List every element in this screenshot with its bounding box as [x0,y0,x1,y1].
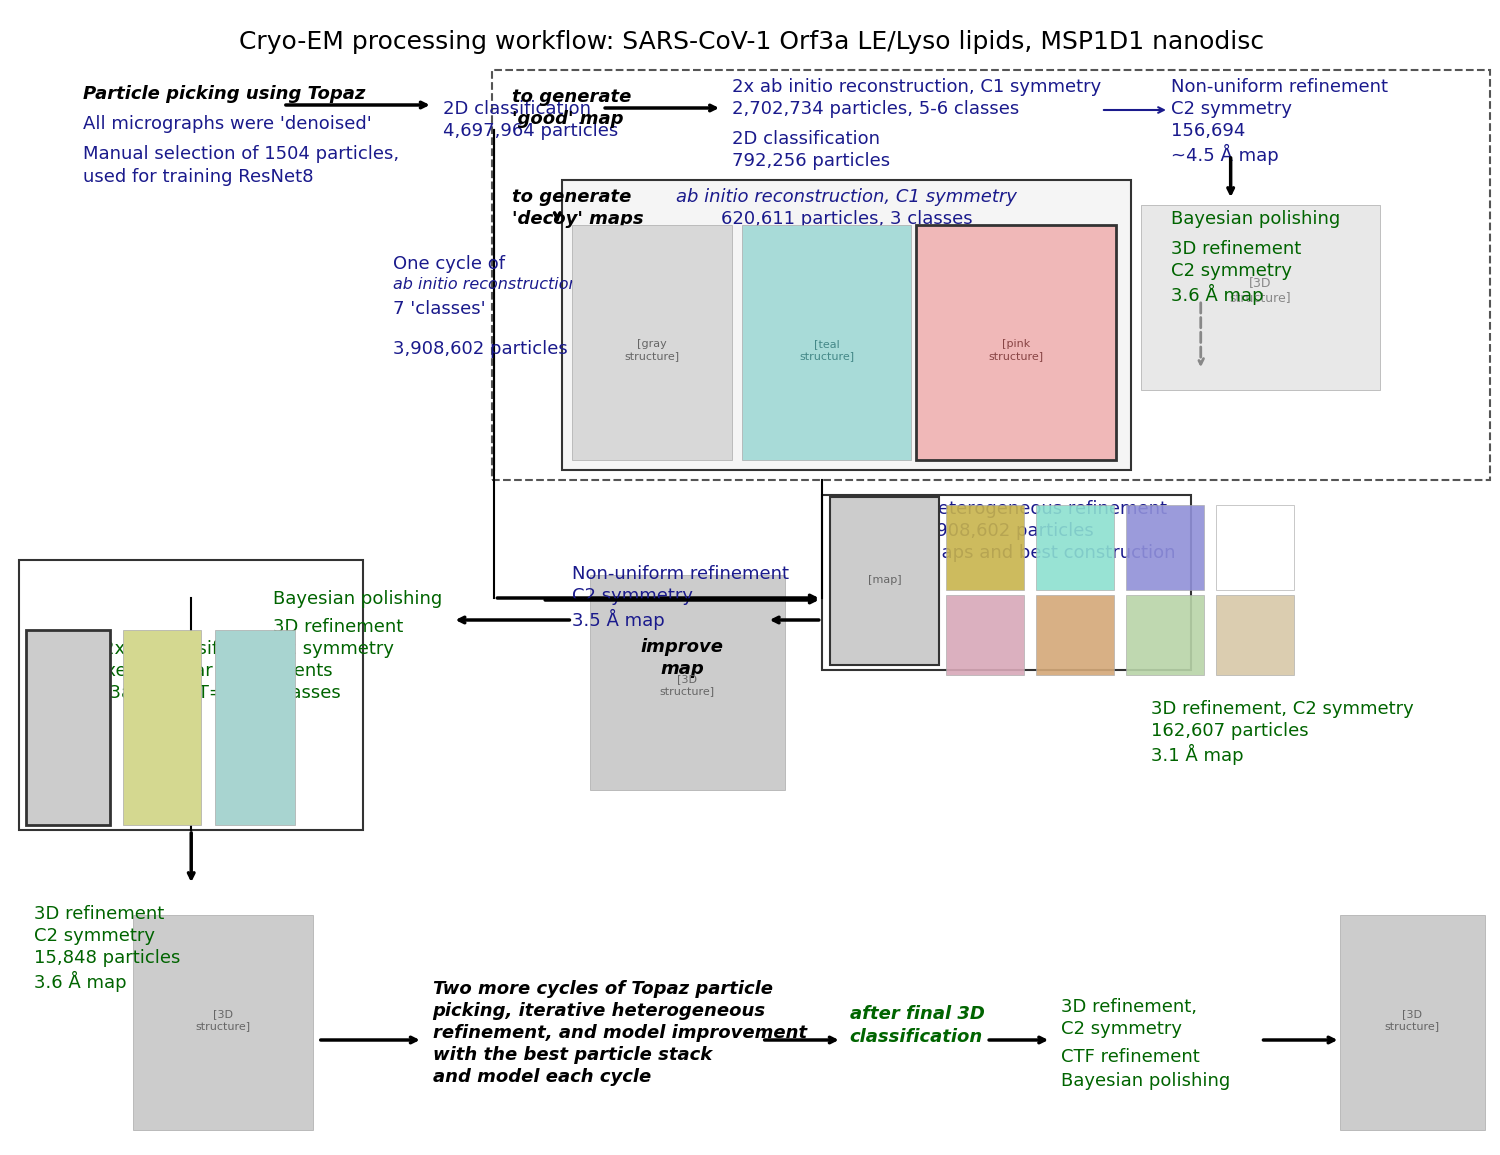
Text: [map]: [map] [867,575,901,584]
Bar [134,915,314,1130]
Text: 162,607 particles: 162,607 particles [1150,722,1308,740]
Text: [3D
structure]: [3D structure] [195,1009,250,1030]
Text: map: map [660,660,704,678]
Text: [3D
structure]: [3D structure] [1384,1009,1440,1030]
Bar [18,560,363,830]
Text: 156,694: 156,694 [1172,122,1245,140]
Text: refinement, and model improvement: refinement, and model improvement [432,1024,807,1042]
Text: C2 symmetry: C2 symmetry [1060,1020,1182,1038]
Text: C2 symmetry: C2 symmetry [33,927,154,945]
Bar [822,495,1191,670]
Text: 3D refinement: 3D refinement [273,618,404,636]
Text: [teal
structure]: [teal structure] [800,340,853,360]
Text: Bayesian polishing: Bayesian polishing [1060,1072,1230,1090]
Bar [562,180,1131,470]
Text: 15,848 particles: 15,848 particles [33,949,180,967]
Text: Non-uniform refinement: Non-uniform refinement [1172,79,1388,96]
Bar [830,497,939,665]
Text: and Orf3a mask, T=40, 3 classes: and Orf3a mask, T=40, 3 classes [42,684,340,702]
Text: to generate: to generate [513,188,632,206]
Text: 2x 3D classification: 2x 3D classification [104,640,279,658]
Text: CTF refinement: CTF refinement [1060,1048,1200,1066]
Text: Iterative heterogeneous refinement: Iterative heterogeneous refinement [844,500,1167,517]
Text: C2 symmetry: C2 symmetry [1172,262,1292,280]
Bar [1036,505,1114,590]
Text: 4,697,964 particles: 4,697,964 particles [442,122,618,140]
Bar [590,575,784,790]
Text: 7 'decoy' maps and best construction: 7 'decoy' maps and best construction [837,544,1176,562]
Text: Cryo-EM processing workflow: SARS-CoV-1 Orf3a LE/Lyso lipids, MSP1D1 nanodisc: Cryo-EM processing workflow: SARS-CoV-1 … [240,30,1264,54]
Text: Particle picking using Topaz: Particle picking using Topaz [84,85,366,103]
Text: 3,908,602 particles: 3,908,602 particles [393,340,567,358]
Text: [gray
structure]: [gray structure] [624,340,680,360]
Text: 'good' map: 'good' map [513,110,624,128]
Text: 3D refinement: 3D refinement [33,906,164,923]
Text: [3D
structure]: [3D structure] [660,675,714,695]
Text: to generate: to generate [513,88,632,106]
Text: [pink
structure]: [pink structure] [988,340,1044,360]
Bar [916,225,1116,460]
Text: classification: classification [849,1028,982,1046]
Text: 3D refinement,: 3D refinement, [1060,998,1197,1016]
Text: 792,256 particles: 792,256 particles [732,152,890,170]
Text: 2,702,734 particles, 5-6 classes: 2,702,734 particles, 5-6 classes [732,100,1019,118]
Text: Manual selection of 1504 particles,: Manual selection of 1504 particles, [84,146,399,163]
Text: 3.6 Å map: 3.6 Å map [33,971,126,992]
Text: and model each cycle: and model each cycle [432,1068,651,1086]
Text: 7 'classes': 7 'classes' [393,300,486,318]
Bar [1341,915,1485,1130]
Text: Bayesian polishing: Bayesian polishing [273,590,442,608]
Text: with the best particle stack: with the best particle stack [432,1046,712,1064]
Text: 'decoy' maps: 'decoy' maps [513,210,644,228]
Bar [1126,595,1203,675]
Text: Two more cycles of Topaz particle: Two more cycles of Topaz particle [432,979,772,998]
Text: One cycle of: One cycle of [393,255,504,273]
Text: C2 symmetry: C2 symmetry [273,640,394,658]
Text: ~4.5 Å map: ~4.5 Å map [1172,144,1278,165]
Bar [573,225,732,460]
Bar [1036,595,1114,675]
Text: after final 3D: after final 3D [849,1005,984,1023]
Text: improve: improve [640,638,723,656]
Text: [3D
structure]: [3D structure] [1230,276,1292,304]
Text: 3.6 Å map: 3.6 Å map [1172,284,1263,305]
Text: Bayesian polishing: Bayesian polishing [1172,210,1340,228]
Bar [492,70,1490,480]
Text: 3D refinement: 3D refinement [1172,240,1300,258]
Text: Non-uniform refinement: Non-uniform refinement [573,565,789,583]
Bar [1126,505,1203,590]
Text: C2 symmetry: C2 symmetry [573,587,693,605]
Text: with fixed angular assignments: with fixed angular assignments [50,662,333,680]
Text: 2D classification: 2D classification [442,100,591,118]
Bar [214,629,296,825]
Text: All micrographs were 'denoised': All micrographs were 'denoised' [84,116,372,133]
Bar [123,629,201,825]
Text: C2 symmetry: C2 symmetry [1172,100,1292,118]
Bar [946,505,1024,590]
Text: 3.1 Å map: 3.1 Å map [1150,744,1244,765]
Text: 2x ab initio reconstruction, C1 symmetry: 2x ab initio reconstruction, C1 symmetry [732,79,1101,96]
Bar [26,629,111,825]
Bar [1142,204,1380,390]
Text: 2D classification: 2D classification [732,131,880,148]
Bar [742,225,912,460]
Text: 620,611 particles, 3 classes: 620,611 particles, 3 classes [722,210,972,228]
Text: 3.5 Å map: 3.5 Å map [573,609,664,631]
Text: 3D refinement, C2 symmetry: 3D refinement, C2 symmetry [1150,700,1413,718]
Text: ab initio reconstruction, C1 symmetry: ab initio reconstruction, C1 symmetry [676,188,1017,206]
Text: ab initio reconstruction: ab initio reconstruction [393,277,579,292]
Text: picking, iterative heterogeneous: picking, iterative heterogeneous [432,1003,765,1020]
Text: used for training ResNet8: used for training ResNet8 [84,167,314,186]
Bar [946,595,1024,675]
Bar [1215,595,1293,675]
Text: 3,908,602 particles: 3,908,602 particles [920,522,1094,541]
Bar [1215,505,1293,590]
